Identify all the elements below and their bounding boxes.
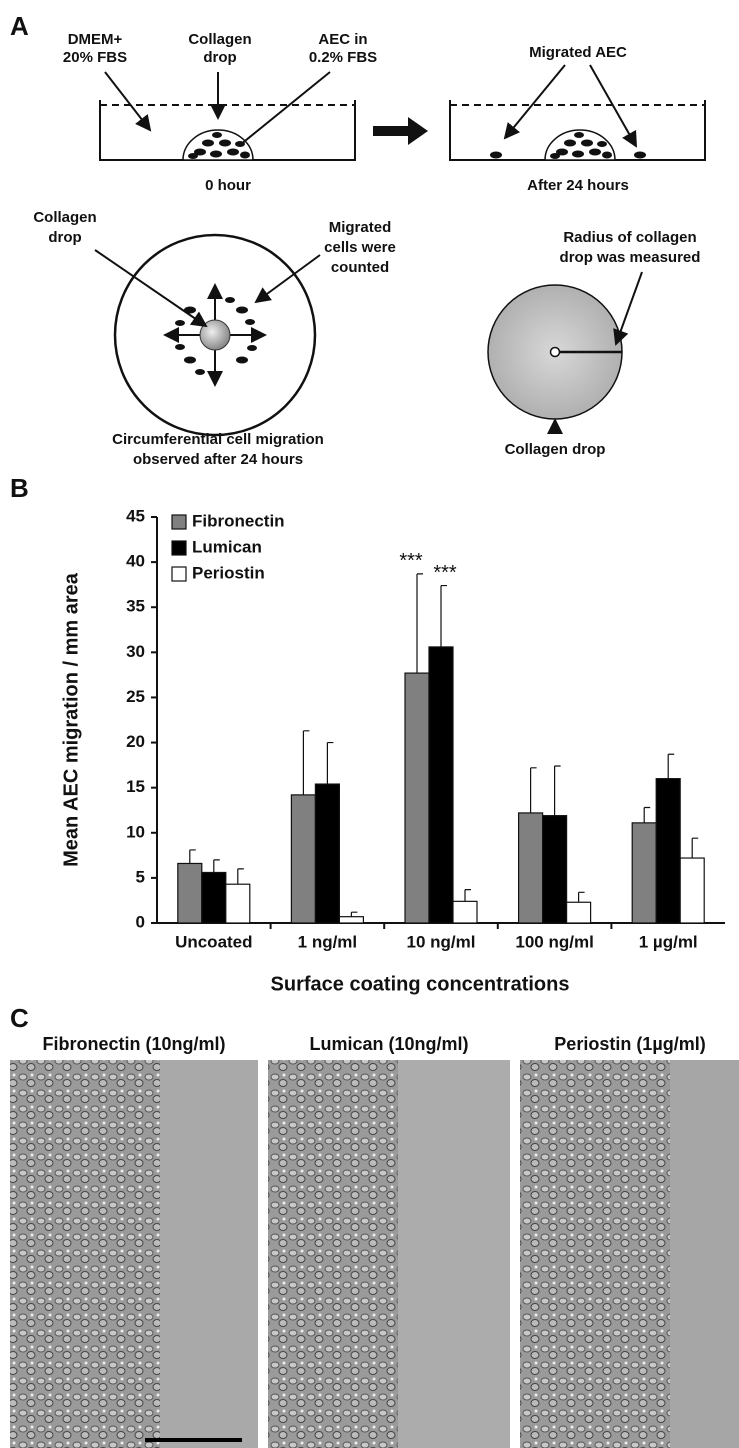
dish-24h xyxy=(450,65,705,160)
dish-0h xyxy=(100,72,355,160)
bar xyxy=(226,884,250,923)
image-title: Lumican (10ng/ml) xyxy=(309,1034,468,1054)
bar xyxy=(680,858,704,923)
bar xyxy=(202,872,226,923)
label: drop xyxy=(203,49,236,66)
legend-swatch xyxy=(172,541,186,555)
panel-label: C xyxy=(10,1003,29,1033)
error-bar xyxy=(668,754,674,778)
error-bar xyxy=(303,731,309,795)
legend-swatch xyxy=(172,567,186,581)
significance: *** xyxy=(433,562,457,584)
label: AEC in xyxy=(318,31,367,48)
caption: 0 hour xyxy=(205,177,251,194)
label: DMEM+ xyxy=(68,31,123,48)
y-tick-label: 25 xyxy=(126,687,145,706)
y-axis-title: Mean AEC migration / mm area xyxy=(60,572,82,867)
caption: observed after 24 hours xyxy=(133,451,303,468)
legend-label: Fibronectin xyxy=(192,511,285,530)
y-tick-label: 45 xyxy=(126,506,145,525)
label: Radius of collagen xyxy=(563,229,696,246)
y-tick-label: 30 xyxy=(126,642,145,661)
bar xyxy=(453,901,477,923)
y-tick-label: 0 xyxy=(136,912,145,931)
bar xyxy=(543,816,567,923)
label: Collagen xyxy=(188,31,251,48)
y-tick-label: 15 xyxy=(126,777,145,796)
error-bar xyxy=(692,838,698,858)
caption: Circumferential cell migration xyxy=(112,431,324,448)
error-bar xyxy=(555,766,561,816)
bar xyxy=(178,863,202,923)
panel-label: A xyxy=(10,11,29,41)
label: drop was measured xyxy=(560,249,701,266)
bar xyxy=(632,823,656,923)
error-bar xyxy=(644,808,650,823)
error-bar xyxy=(579,892,585,902)
legend-swatch xyxy=(172,515,186,529)
x-tick-label: 100 ng/ml xyxy=(515,932,593,951)
x-axis-title: Surface coating concentrations xyxy=(271,973,570,995)
bar xyxy=(291,795,315,923)
error-bar xyxy=(441,586,447,647)
dish-top-view xyxy=(95,235,320,435)
arrow xyxy=(373,117,428,145)
y-tick-label: 35 xyxy=(126,597,145,616)
label: Migrated xyxy=(329,219,392,236)
bar xyxy=(405,673,429,923)
significance: *** xyxy=(399,550,423,572)
legend-label: Periostin xyxy=(192,563,265,582)
error-bar xyxy=(351,912,357,917)
micrograph xyxy=(10,1060,739,1448)
bar xyxy=(339,917,363,923)
legend-label: Lumican xyxy=(192,537,262,556)
y-tick-label: 5 xyxy=(136,867,145,886)
error-bar xyxy=(531,768,537,813)
error-bar xyxy=(214,860,220,873)
label: 20% FBS xyxy=(63,49,127,66)
bar xyxy=(519,813,543,923)
bar xyxy=(567,902,591,923)
drop-view xyxy=(488,272,642,432)
caption: Collagen drop xyxy=(505,441,606,458)
x-tick-label: 1 µg/ml xyxy=(639,932,698,951)
label: cells were xyxy=(324,239,396,256)
label: 0.2% FBS xyxy=(309,49,377,66)
x-tick-label: 1 ng/ml xyxy=(298,932,358,951)
y-tick-label: 40 xyxy=(126,552,145,571)
label: counted xyxy=(331,259,389,276)
panel-label: B xyxy=(10,473,29,503)
error-bar xyxy=(327,743,333,785)
error-bar xyxy=(190,850,196,864)
caption: After 24 hours xyxy=(527,177,629,194)
error-bar xyxy=(238,869,244,884)
image-title: Fibronectin (10ng/ml) xyxy=(42,1034,225,1054)
bar xyxy=(315,784,339,923)
error-bar xyxy=(465,890,471,902)
y-tick-label: 20 xyxy=(126,732,145,751)
x-tick-label: Uncoated xyxy=(175,932,252,951)
error-bar xyxy=(417,574,423,673)
x-tick-label: 10 ng/ml xyxy=(407,932,476,951)
bar-chart: 0 5 10 15 20 25 30 35 40 45 Uncoated 1 ng/ml 10 ng/m… xyxy=(126,506,725,951)
label: drop xyxy=(48,229,81,246)
label: Migrated AEC xyxy=(529,44,627,61)
figure: A DMEM+ 20% FBS Collagen drop AEC in 0.2… xyxy=(0,0,739,1448)
bar xyxy=(429,647,453,923)
image-title: Periostin (1µg/ml) xyxy=(554,1034,705,1054)
label: Collagen xyxy=(33,209,96,226)
bar xyxy=(656,779,680,923)
y-tick-label: 10 xyxy=(126,822,145,841)
